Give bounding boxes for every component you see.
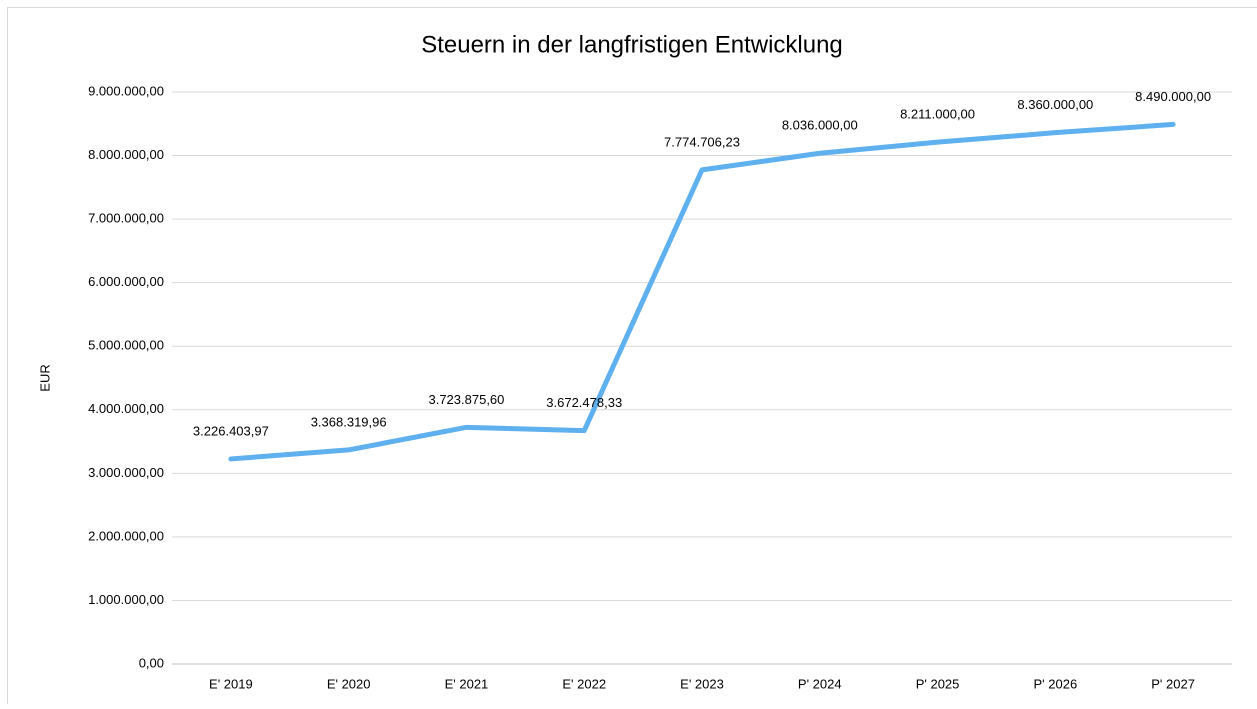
x-tick-label: P' 2027 [1151,676,1195,691]
data-label: 8.490.000,00 [1135,89,1211,104]
x-tick-label: P' 2026 [1033,676,1077,691]
data-label: 3.226.403,97 [193,423,269,438]
x-tick-label: E' 2022 [562,676,606,691]
x-tick-label: P' 2024 [798,676,842,691]
y-tick-label: 7.000.000,00 [88,211,164,226]
data-label: 7.774.706,23 [664,134,740,149]
chart-title: Steuern in der langfristigen Entwicklung [421,31,843,58]
y-tick-label: 6.000.000,00 [88,274,164,289]
y-tick-label: 0,00 [139,655,164,670]
data-label: 8.036.000,00 [782,118,858,133]
y-tick-label: 1.000.000,00 [88,592,164,607]
data-label: 3.672.478,33 [546,395,622,410]
data-label: 3.368.319,96 [311,414,387,429]
x-tick-label: P' 2025 [916,676,960,691]
y-tick-label: 4.000.000,00 [88,401,164,416]
y-tick-label: 9.000.000,00 [88,83,164,98]
data-label: 3.723.875,60 [428,392,504,407]
data-label: 8.360.000,00 [1017,97,1093,112]
y-tick-label: 3.000.000,00 [88,465,164,480]
data-label: 8.211.000,00 [900,107,975,122]
x-tick-label: E' 2023 [680,676,724,691]
x-tick-label: E' 2021 [445,676,489,691]
y-tick-label: 5.000.000,00 [88,338,164,353]
y-tick-label: 8.000.000,00 [88,147,164,162]
x-tick-label: E' 2019 [209,676,253,691]
x-tick-label: E' 2020 [327,676,371,691]
y-tick-label: 2.000.000,00 [88,528,164,543]
y-axis-label: EUR [37,364,52,391]
